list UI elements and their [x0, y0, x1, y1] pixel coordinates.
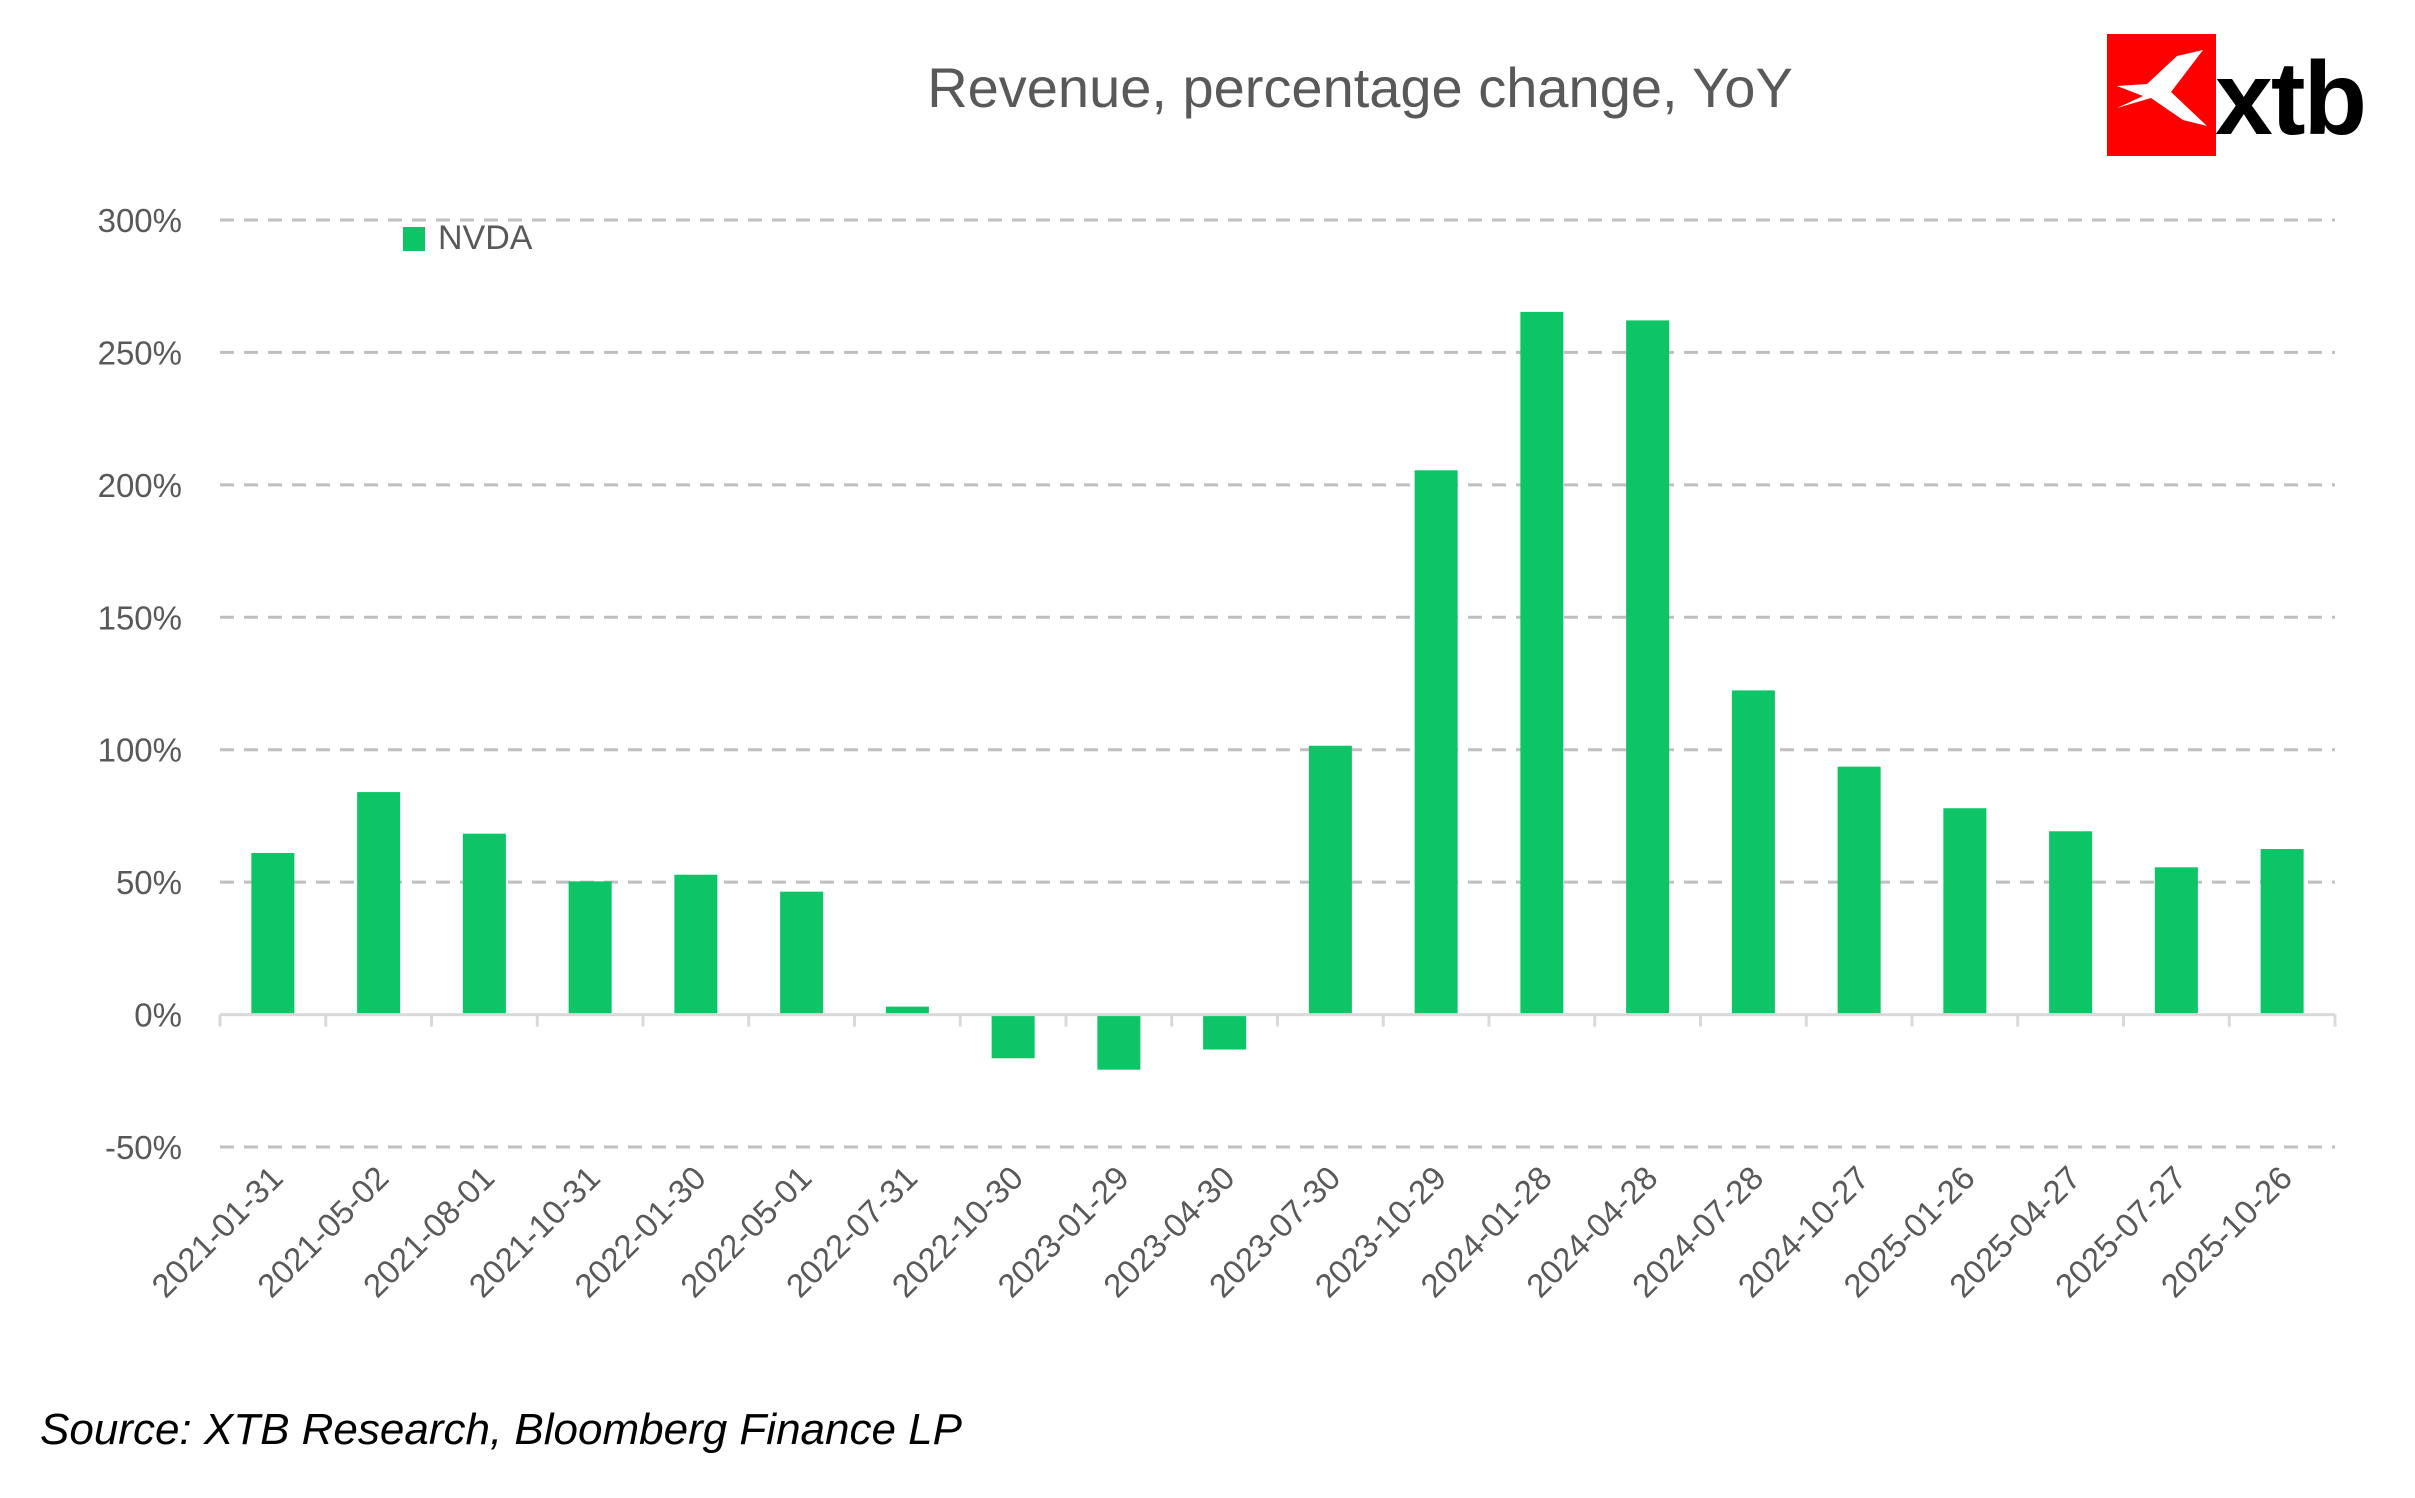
- xtb-logo-text: xtb: [2215, 41, 2367, 157]
- bars: [251, 311, 2304, 1070]
- y-tick-label: 100%: [98, 732, 182, 769]
- bar: [1520, 311, 1564, 1015]
- y-axis-ticks: -50% 0% 50% 100% 150% 200% 250% 300%: [98, 202, 182, 1166]
- source-note: Source: XTB Research, Bloomberg Finance …: [40, 1405, 963, 1454]
- y-tick-label: 250%: [98, 334, 182, 371]
- chart-title: Revenue, percentage change, YoY: [927, 56, 1793, 119]
- bar: [1731, 690, 1775, 1015]
- bar: [1097, 1014, 1141, 1070]
- y-tick-label: 50%: [116, 864, 182, 901]
- legend-label-nvda: NVDA: [438, 219, 533, 257]
- x-axis: [218, 1013, 2337, 1027]
- bar: [1308, 745, 1352, 1015]
- xtb-x-mark-icon: [2117, 50, 2207, 126]
- bar: [568, 881, 612, 1015]
- bar: [674, 874, 718, 1015]
- bar: [2260, 849, 2304, 1015]
- bar: [1837, 766, 1881, 1015]
- legend: NVDA: [403, 219, 532, 258]
- y-tick-label: 0%: [134, 997, 182, 1034]
- y-tick-label: 150%: [98, 599, 182, 636]
- y-tick-label: 300%: [98, 202, 182, 239]
- bar: [2154, 867, 2198, 1015]
- bar: [2049, 831, 2093, 1015]
- bar: [1414, 470, 1458, 1015]
- bar: [251, 853, 295, 1015]
- bar: [357, 792, 401, 1015]
- x-axis-ticks: 2021-01-312021-05-022021-08-012021-10-31…: [144, 1159, 2299, 1305]
- gridlines: [220, 218, 2335, 1149]
- bar: [991, 1014, 1035, 1059]
- bar: [1943, 808, 1987, 1015]
- bar: [780, 891, 824, 1015]
- y-tick-label: -50%: [105, 1129, 182, 1166]
- legend-swatch-nvda: [403, 226, 425, 251]
- bar: [1626, 320, 1670, 1015]
- y-tick-label: 200%: [98, 467, 182, 504]
- bar: [1203, 1014, 1247, 1050]
- xtb-logo-icon: [2107, 34, 2216, 156]
- bar: [885, 1006, 929, 1015]
- bar: [462, 833, 506, 1015]
